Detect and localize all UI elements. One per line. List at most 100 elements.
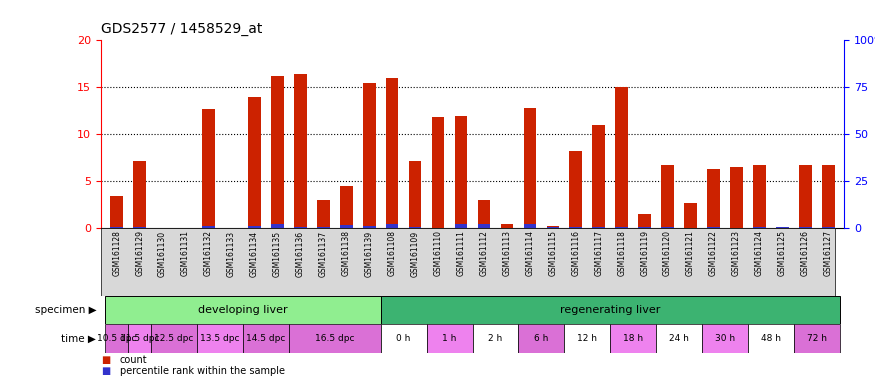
Text: 2 h: 2 h (488, 334, 502, 343)
Bar (409, 161, 422, 228)
Text: count: count (120, 355, 148, 365)
Text: GSM161124: GSM161124 (755, 230, 764, 276)
Bar (317, 227, 330, 228)
Bar (248, 227, 261, 228)
Text: GSM161114: GSM161114 (525, 230, 535, 276)
Bar (455, 224, 467, 228)
Bar (570, 227, 582, 228)
Bar (133, 161, 146, 228)
Bar (776, 227, 788, 228)
Bar (151, 324, 197, 353)
Text: GSM161131: GSM161131 (181, 230, 190, 276)
Text: GSM161130: GSM161130 (158, 230, 167, 276)
Text: 0 h: 0 h (396, 334, 411, 343)
Bar (656, 324, 702, 353)
Text: regenerating liver: regenerating liver (560, 305, 661, 315)
Bar (639, 227, 651, 228)
Text: GSM161112: GSM161112 (480, 230, 488, 276)
Text: 11.5 dpc: 11.5 dpc (120, 334, 159, 343)
Bar (730, 167, 743, 228)
Bar (639, 214, 651, 228)
Text: 12.5 dpc: 12.5 dpc (154, 334, 193, 343)
Bar (271, 224, 284, 228)
Text: 12 h: 12 h (578, 334, 598, 343)
Bar (248, 97, 261, 228)
Bar (610, 324, 656, 353)
Bar (271, 76, 284, 228)
Bar (105, 324, 128, 353)
Text: 13.5 dpc: 13.5 dpc (200, 334, 240, 343)
Text: ■: ■ (101, 366, 110, 376)
Text: GSM161116: GSM161116 (571, 230, 580, 276)
Bar (202, 109, 215, 228)
Text: GSM161123: GSM161123 (732, 230, 741, 276)
Bar (615, 88, 628, 228)
Bar (289, 324, 381, 353)
Text: 24 h: 24 h (669, 334, 689, 343)
Bar (409, 227, 422, 228)
Text: GSM161137: GSM161137 (318, 230, 328, 276)
Bar (523, 224, 536, 228)
Bar (386, 78, 398, 228)
Bar (363, 83, 375, 228)
Bar (799, 164, 812, 228)
Text: 1 h: 1 h (443, 334, 457, 343)
Text: GSM161121: GSM161121 (686, 230, 695, 276)
Bar (340, 225, 353, 228)
Text: GSM161117: GSM161117 (594, 230, 603, 276)
Bar (478, 200, 490, 228)
Bar (105, 296, 381, 324)
Text: 10.5 dpc: 10.5 dpc (97, 334, 136, 343)
Bar (455, 116, 467, 228)
Bar (547, 227, 559, 228)
Bar (110, 195, 123, 228)
Bar (478, 224, 490, 228)
Bar (317, 200, 330, 228)
Text: GSM161136: GSM161136 (296, 230, 304, 276)
Bar (592, 125, 605, 228)
Bar (431, 116, 444, 228)
Bar (386, 224, 398, 228)
Text: GSM161111: GSM161111 (457, 230, 466, 276)
Text: GSM161135: GSM161135 (273, 230, 282, 276)
Bar (662, 227, 674, 228)
Text: percentile rank within the sample: percentile rank within the sample (120, 366, 285, 376)
Text: GSM161132: GSM161132 (204, 230, 213, 276)
Bar (133, 227, 146, 228)
Bar (570, 151, 582, 228)
Text: 18 h: 18 h (623, 334, 643, 343)
Text: 30 h: 30 h (715, 334, 735, 343)
Text: GSM161134: GSM161134 (250, 230, 259, 276)
Bar (427, 324, 473, 353)
Text: GSM161126: GSM161126 (801, 230, 810, 276)
Text: specimen ▶: specimen ▶ (35, 305, 96, 315)
Text: time ▶: time ▶ (61, 334, 96, 344)
Bar (662, 164, 674, 228)
Bar (197, 324, 243, 353)
Bar (202, 226, 215, 228)
Text: GSM161118: GSM161118 (617, 230, 626, 276)
Bar (500, 224, 514, 228)
Text: GSM161125: GSM161125 (778, 230, 787, 276)
Text: GSM161127: GSM161127 (823, 230, 833, 276)
Bar (340, 186, 353, 228)
Bar (128, 324, 151, 353)
Bar (799, 227, 812, 228)
Text: 72 h: 72 h (807, 334, 827, 343)
Bar (592, 227, 605, 228)
Text: GSM161108: GSM161108 (388, 230, 396, 276)
Text: 16.5 dpc: 16.5 dpc (315, 334, 354, 343)
Bar (707, 227, 720, 228)
Bar (684, 203, 696, 228)
Text: GSM161129: GSM161129 (135, 230, 144, 276)
Text: developing liver: developing liver (198, 305, 288, 315)
Bar (822, 166, 835, 228)
Text: GSM161120: GSM161120 (663, 230, 672, 276)
Bar (748, 324, 794, 353)
Bar (243, 324, 289, 353)
Text: GSM161138: GSM161138 (342, 230, 351, 276)
Bar (753, 166, 766, 228)
Text: 6 h: 6 h (534, 334, 549, 343)
Bar (547, 226, 559, 228)
Bar (294, 227, 306, 228)
